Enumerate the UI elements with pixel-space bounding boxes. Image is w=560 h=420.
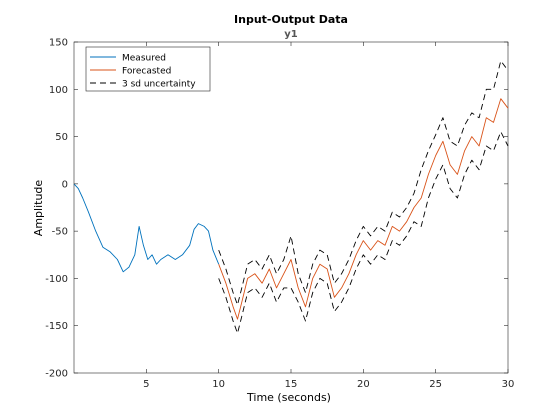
- series-line-3-sd-uncertainty-lower: [218, 131, 509, 334]
- x-tick-label: 25: [429, 379, 442, 390]
- x-tick-label: 10: [212, 379, 225, 390]
- series-line-forecasted: [218, 98, 509, 320]
- series-layer: [73, 60, 509, 334]
- x-axis-label: Time (seconds): [246, 391, 331, 404]
- ticks-layer: 5 10 15 20 25 30 -200 -150 -100 -50 0 50 100 150: [45, 38, 514, 391]
- legend-box: [85, 46, 211, 92]
- y-tick-label: 0: [62, 179, 68, 190]
- chart-title: Input-Output Data: [234, 13, 348, 26]
- legend-label: Measured: [122, 54, 166, 64]
- axes-box: [73, 41, 509, 374]
- y-tick-label: -150: [45, 321, 68, 332]
- y-tick-label: -50: [52, 227, 68, 238]
- x-tick-label: 20: [357, 379, 370, 390]
- y-tick-label: 100: [49, 85, 68, 96]
- plot-area: 5 10 15 20 25 30 -200 -150 -100 -50 0 50 100 150: [45, 38, 514, 391]
- y-tick-label: 50: [55, 132, 68, 143]
- x-tick-label: 15: [285, 379, 298, 390]
- y-tick-label: -200: [45, 369, 68, 380]
- y-tick-label: 150: [49, 38, 68, 49]
- legend: Measured Forecasted 3 sd uncertainty: [85, 46, 211, 92]
- legend-label: 3 sd uncertainty: [122, 80, 196, 90]
- y-tick-label: -100: [45, 274, 68, 285]
- series-line-measured: [73, 183, 220, 273]
- x-tick-label: 30: [502, 379, 515, 390]
- x-tick-label: 5: [143, 379, 149, 390]
- chart-subtitle: y1: [284, 29, 298, 40]
- legend-label: Forecasted: [122, 67, 171, 77]
- y-axis-label: Amplitude: [32, 180, 45, 237]
- series-line-3-sd-uncertainty: [218, 60, 509, 306]
